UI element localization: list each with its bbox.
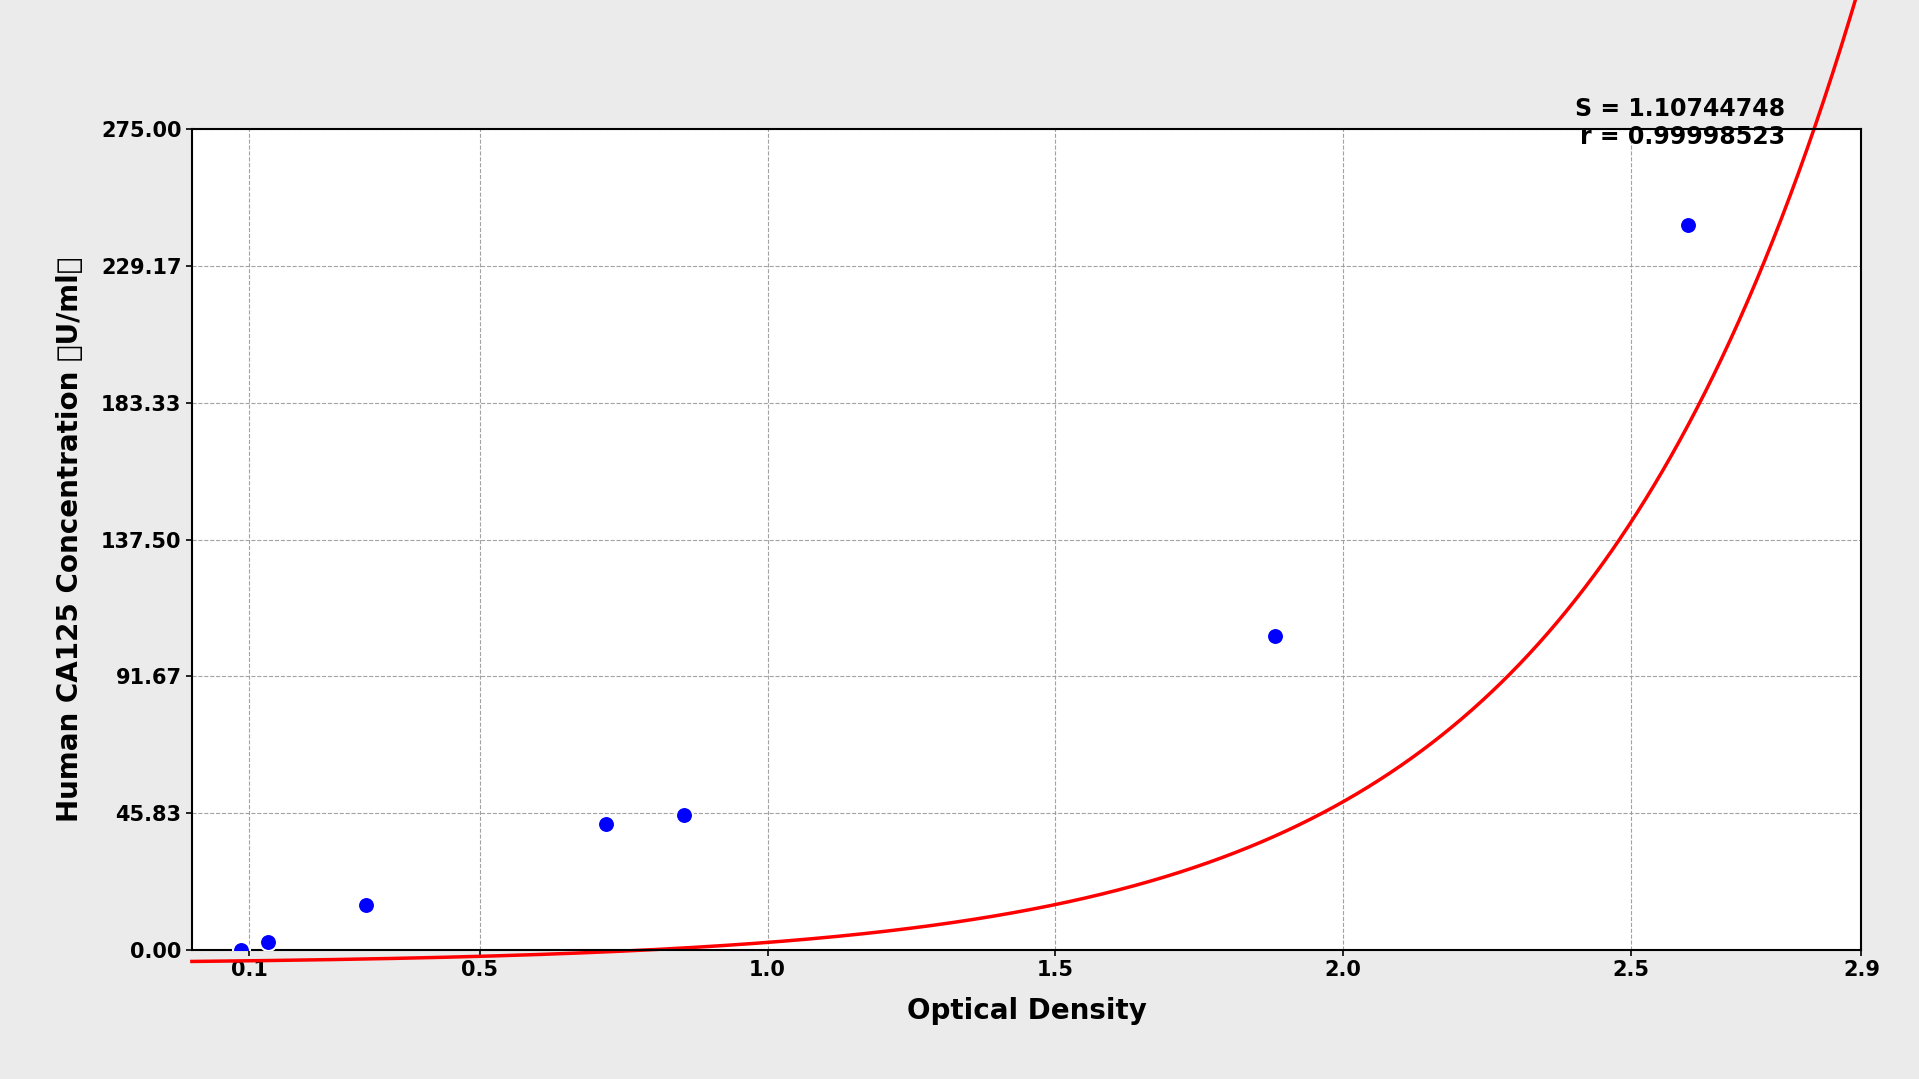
Y-axis label: Human CA125 Concentration （U/ml）: Human CA125 Concentration （U/ml） bbox=[56, 257, 84, 822]
Point bbox=[668, 807, 699, 824]
Point bbox=[253, 933, 284, 951]
Point bbox=[226, 941, 257, 958]
Point bbox=[1671, 216, 1702, 233]
Point bbox=[591, 816, 622, 833]
Text: S = 1.10744748
r = 0.99998523: S = 1.10744748 r = 0.99998523 bbox=[1575, 97, 1785, 149]
Point bbox=[351, 897, 382, 914]
X-axis label: Optical Density: Optical Density bbox=[906, 997, 1146, 1025]
Point bbox=[1261, 628, 1291, 645]
